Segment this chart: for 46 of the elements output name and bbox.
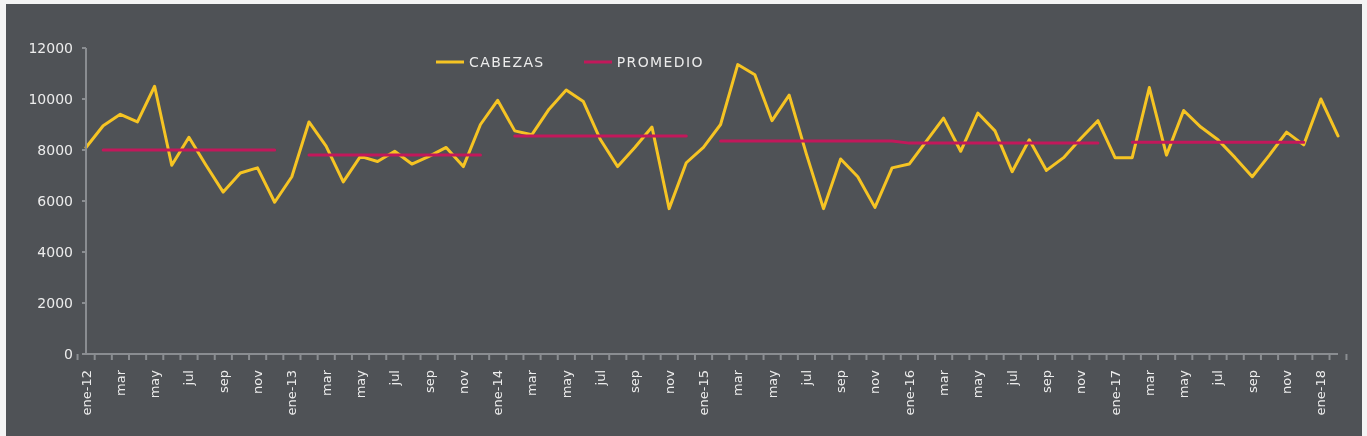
x-tick-label: nov xyxy=(1279,369,1295,394)
x-tick-label: mar xyxy=(730,369,746,396)
x-tick-label: nov xyxy=(661,369,677,394)
x-tick-label: may xyxy=(147,369,163,399)
y-tick-label: 4000 xyxy=(37,243,73,260)
x-tick-label: may xyxy=(764,369,780,399)
x-tick-label: ene-14 xyxy=(490,370,506,416)
x-tick-label: may xyxy=(970,369,986,399)
x-tick-label: may xyxy=(352,369,368,399)
x-tick-label: mar xyxy=(936,369,952,396)
x-tick-label: mar xyxy=(524,369,540,396)
y-tick-label: 0 xyxy=(64,345,73,362)
x-tick-label: mar xyxy=(1141,369,1157,396)
x-tick-label: ene-16 xyxy=(901,370,917,416)
y-tick-label: 6000 xyxy=(37,192,73,209)
y-tick-label: 8000 xyxy=(37,141,73,158)
y-tick-label: 2000 xyxy=(37,294,73,311)
x-tick-label: jul xyxy=(181,370,197,387)
y-tick-label: 10000 xyxy=(28,90,73,107)
x-tick-label: sep xyxy=(627,370,643,394)
x-tick-label: jul xyxy=(1210,370,1226,387)
x-tick-label: sep xyxy=(833,370,849,394)
x-tick-label: ene-17 xyxy=(1107,370,1123,416)
x-tick-label: sep xyxy=(1038,370,1054,394)
x-tick-label: ene-18 xyxy=(1313,370,1329,416)
x-tick-label: ene-13 xyxy=(284,370,300,416)
x-tick-label: jul xyxy=(798,370,814,387)
x-tick-label: nov xyxy=(455,369,471,394)
x-tick-label: ene-12 xyxy=(78,370,94,416)
x-tick-label: nov xyxy=(250,369,266,394)
x-tick-label: sep xyxy=(421,370,437,394)
x-tick-label: nov xyxy=(1073,369,1089,394)
x-tick-label: sep xyxy=(215,370,231,394)
x-tick-label: ene-15 xyxy=(695,370,711,416)
x-tick-label: jul xyxy=(387,370,403,387)
x-tick-label: sep xyxy=(1244,370,1260,394)
x-tick-label: nov xyxy=(867,369,883,394)
y-tick-label: 12000 xyxy=(28,39,73,56)
x-tick-label: mar xyxy=(318,369,334,396)
legend-label: PROMEDIO xyxy=(616,54,704,70)
x-tick-label: jul xyxy=(1004,370,1020,387)
x-tick-label: may xyxy=(558,369,574,399)
x-tick-label: may xyxy=(1176,369,1192,399)
legend-label: CABEZAS xyxy=(469,54,545,70)
x-tick-label: jul xyxy=(593,370,609,387)
x-tick-label: mar xyxy=(112,369,128,396)
